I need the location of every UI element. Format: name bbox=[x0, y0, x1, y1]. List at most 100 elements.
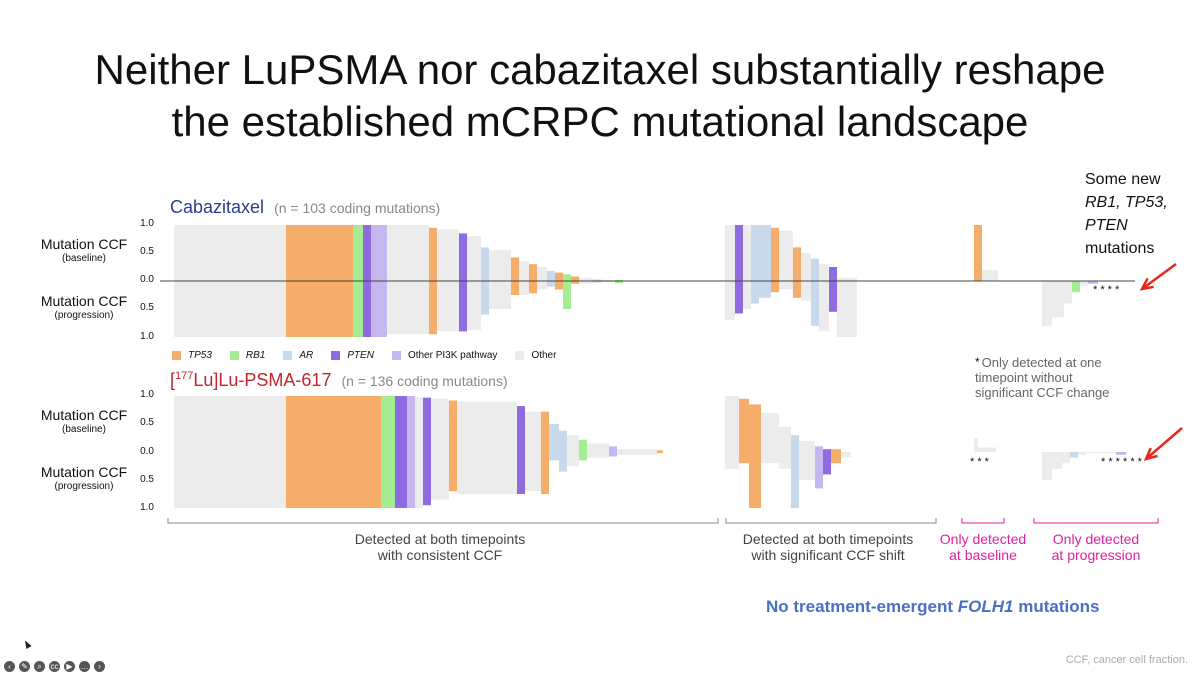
bar-tp53-progression bbox=[449, 452, 457, 492]
bar-tp53-progression bbox=[793, 281, 801, 298]
legend-item-other: Other bbox=[515, 350, 556, 361]
bar-ar-baseline bbox=[751, 225, 759, 281]
bar-other-progression bbox=[1042, 281, 1052, 326]
bar-other-baseline bbox=[982, 269, 998, 281]
bar-other-progression bbox=[467, 281, 481, 331]
video-icon[interactable]: ▶ bbox=[64, 661, 75, 672]
bar-pten-progression bbox=[823, 452, 831, 475]
cab-tick-upper: 0.5 bbox=[140, 246, 154, 257]
bar-tp53-baseline bbox=[771, 227, 779, 281]
legend-label: PTEN bbox=[347, 350, 374, 361]
bracket-baseline bbox=[961, 518, 1005, 524]
bar-other-baseline bbox=[415, 397, 423, 452]
bar-pi3k-progression bbox=[371, 281, 387, 337]
bar-pten-baseline bbox=[829, 267, 837, 281]
bar-other-baseline bbox=[437, 229, 459, 281]
group-label-shift: Detected at both timepoints with signific… bbox=[742, 531, 914, 563]
cab-baseline-axis-label: Mutation CCF (baseline) bbox=[40, 236, 128, 264]
bar-other-progression bbox=[601, 281, 615, 283]
bar-other-progression bbox=[761, 452, 779, 464]
bar-tp53-progression bbox=[831, 452, 841, 464]
bar-tp53-baseline bbox=[429, 227, 437, 281]
bar-other-baseline bbox=[519, 261, 529, 281]
bar-tp53-progression bbox=[429, 281, 437, 335]
cab-tick-top: 1.0 bbox=[140, 218, 154, 229]
bar-pten-progression bbox=[829, 281, 837, 312]
bar-pten-progression bbox=[395, 452, 407, 508]
legend: TP53 RB1 AR PTEN Other PI3K pathway Other bbox=[172, 350, 556, 361]
legend-swatch bbox=[515, 351, 525, 360]
title-line-2: the established mCRPC mutational landsca… bbox=[171, 98, 1029, 145]
legend-swatch bbox=[331, 351, 341, 360]
captions-icon[interactable]: cc bbox=[49, 661, 60, 672]
bar-pi3k-baseline bbox=[609, 446, 617, 452]
bar-rb1-baseline bbox=[353, 225, 363, 281]
bracket-shift bbox=[725, 518, 937, 524]
bar-other-progression bbox=[725, 452, 739, 469]
bar-other-baseline bbox=[431, 398, 449, 452]
zoom-icon[interactable]: ⌕ bbox=[34, 661, 45, 672]
legend-swatch bbox=[229, 351, 239, 360]
lu-tick-top: 1.0 bbox=[140, 389, 154, 400]
bar-tp53-baseline bbox=[286, 396, 381, 452]
bar-other-progression bbox=[174, 452, 286, 508]
bar-other-baseline bbox=[489, 250, 511, 281]
bar-other-progression bbox=[457, 452, 517, 494]
bar-tp53-progression bbox=[541, 452, 549, 494]
bar-other-progression bbox=[743, 281, 751, 309]
bar-pten-progression bbox=[459, 281, 467, 332]
more-options-icon[interactable]: … bbox=[79, 661, 90, 672]
bar-other-baseline bbox=[387, 225, 429, 281]
next-slide-icon[interactable]: › bbox=[94, 661, 105, 672]
bar-ar-progression bbox=[481, 281, 489, 315]
bar-other-progression bbox=[779, 452, 791, 469]
bar-pi3k-baseline bbox=[407, 396, 415, 452]
bar-pten-baseline bbox=[735, 225, 743, 281]
bar-pten-baseline bbox=[517, 406, 525, 452]
legend-label: TP53 bbox=[188, 350, 212, 361]
bar-other-progression bbox=[537, 281, 547, 290]
bar-pi3k-baseline bbox=[371, 225, 387, 281]
bar-pi3k-progression bbox=[1088, 281, 1098, 284]
legend-swatch bbox=[172, 351, 181, 360]
pen-icon[interactable]: ✎ bbox=[19, 661, 30, 672]
bar-ar-baseline bbox=[593, 279, 601, 281]
lu-tick-lower: 0.5 bbox=[140, 474, 154, 485]
bar-other-baseline bbox=[819, 264, 829, 281]
previous-slide-icon[interactable]: ‹ bbox=[4, 661, 15, 672]
lupsma-count: (n = 136 coding mutations) bbox=[341, 373, 508, 389]
bar-other-baseline bbox=[779, 230, 793, 281]
bar-rb1-progression bbox=[381, 452, 395, 508]
lu-tick-zero: 0.0 bbox=[140, 446, 154, 457]
bar-pten-baseline bbox=[395, 396, 407, 452]
legend-label: AR bbox=[299, 350, 314, 361]
lu-tick-bottom: 1.0 bbox=[140, 502, 154, 513]
bar-rb1-progression bbox=[563, 281, 571, 309]
cabazitaxel-count: (n = 103 coding mutations) bbox=[274, 200, 441, 216]
callout-new-mutations: Some new RB1, TP53, PTEN mutations bbox=[1085, 171, 1168, 257]
bar-ar-baseline bbox=[811, 258, 819, 281]
bar-other-baseline bbox=[467, 236, 481, 281]
bar-tp53-baseline bbox=[793, 247, 801, 281]
bar-ar-baseline bbox=[759, 225, 771, 281]
lu-progression-axis-label: Mutation CCF (progression) bbox=[40, 464, 128, 492]
bar-other-baseline bbox=[725, 396, 739, 452]
lupsma-title: [177Lu]Lu-PSMA-617 (n = 136 coding mutati… bbox=[170, 370, 508, 390]
arrow-lupsma bbox=[1145, 427, 1183, 460]
legend-label: Other bbox=[531, 350, 557, 361]
bar-other-baseline bbox=[587, 443, 609, 452]
bar-other-progression bbox=[437, 281, 459, 332]
legend-item-tp53: TP53 bbox=[172, 350, 212, 361]
bar-pten-progression bbox=[423, 452, 431, 506]
bar-other-baseline bbox=[779, 426, 791, 452]
bar-other-progression bbox=[587, 452, 609, 458]
bar-other-progression bbox=[617, 452, 657, 455]
bar-other-progression bbox=[579, 281, 593, 284]
bar-other-progression bbox=[387, 281, 429, 335]
legend-item-pten: PTEN bbox=[331, 350, 374, 361]
bar-other-progression bbox=[837, 281, 857, 337]
bar-ar-baseline bbox=[481, 247, 489, 281]
bar-other-progression bbox=[841, 452, 851, 458]
bar-tp53-progression bbox=[286, 452, 381, 508]
